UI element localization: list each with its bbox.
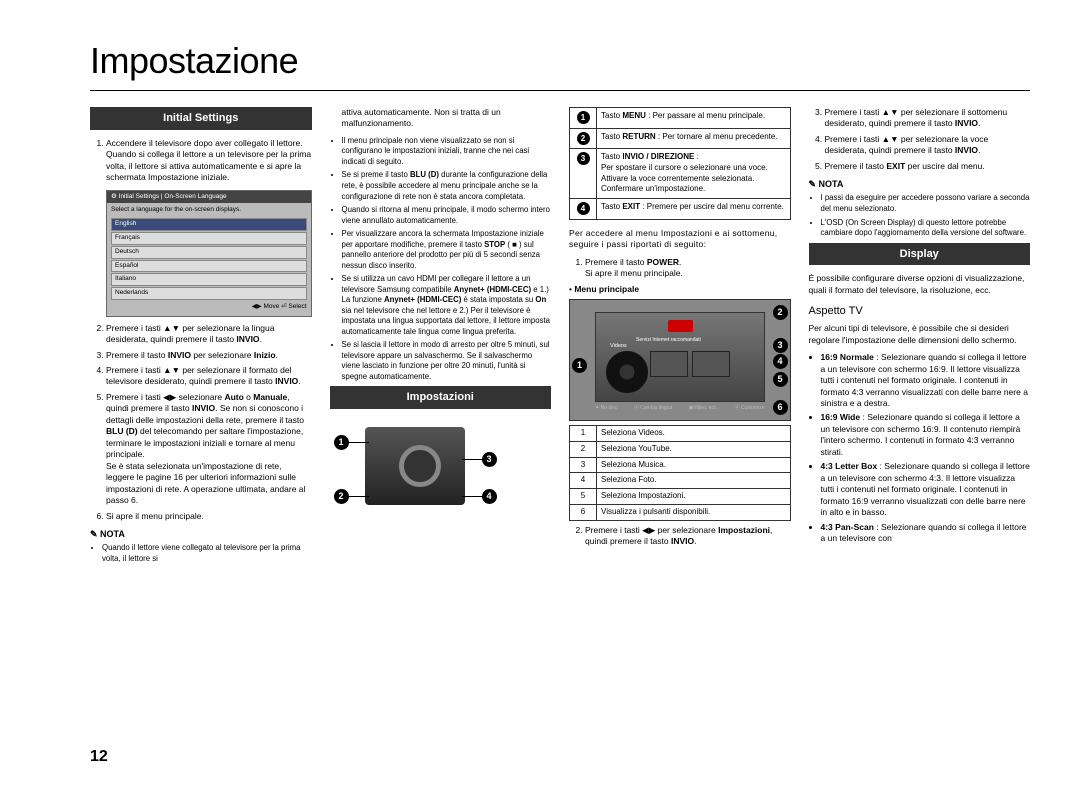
- page-title: Impostazione: [90, 40, 1030, 82]
- overflow-text: attiva automaticamente. Non si tratta di…: [342, 107, 552, 130]
- columns: Initial Settings Accendere il televisore…: [90, 103, 1030, 758]
- step-2: Premere i tasti ▲▼ per selezionare la li…: [106, 323, 312, 346]
- title-rule: [90, 90, 1030, 91]
- step-4: Premere i tasti ▲▼ per selezionare il fo…: [106, 365, 312, 388]
- section-impostazioni: Impostazioni: [330, 386, 552, 409]
- section-initial-settings: Initial Settings: [90, 107, 312, 130]
- remote-image: [365, 427, 465, 505]
- callout-1-icon: 1: [334, 435, 349, 450]
- section-display: Display: [809, 243, 1031, 266]
- access-steps: Premere il tasto POWER.Si apre il menu p…: [569, 257, 791, 280]
- callout-3-icon: 3: [482, 452, 497, 467]
- youtube-icon: [668, 320, 693, 332]
- aspetto-options: 16:9 Normale : Selezionare quando si col…: [809, 352, 1031, 545]
- aspetto-tv-heading: Aspetto TV: [809, 304, 1031, 319]
- page-number: 12: [90, 748, 108, 766]
- remote-diagram: 1 2 3 4: [330, 417, 552, 517]
- selection-table: 1Seleziona Videos. 2Seleziona YouTube. 3…: [569, 425, 791, 521]
- bullet-list: Il menu principale non viene visualizzat…: [330, 136, 552, 382]
- display-intro: È possibile configurare diverse opzioni …: [809, 273, 1031, 296]
- callout-2-icon: 2: [334, 489, 349, 504]
- step-3: Premere il tasto INVIO per selezionare I…: [106, 350, 312, 361]
- language-selection-screenshot: ⚙ Initial Settings | On-Screen Language …: [106, 190, 312, 317]
- nota-label-2: NOTA: [809, 178, 1031, 190]
- initial-steps: Accendere il televisore dopo aver colleg…: [90, 138, 312, 522]
- nota-list: Quando il lettore viene collegato al tel…: [90, 543, 312, 564]
- access-text: Per accedere al menu Impostazioni e ai s…: [569, 228, 791, 251]
- column-3: 1Tasto MENU : Per passare al menu princi…: [569, 103, 791, 758]
- main-menu-screenshot: Servizi Internet raccomandati Videos ✦ N…: [569, 299, 791, 421]
- step-5: Premere i tasti ◀▶ selezionare Auto o Ma…: [106, 392, 312, 507]
- column-4: Premere i tasti ▲▼ per selezionare il so…: [809, 103, 1031, 758]
- menu-principale-label: • Menu principale: [569, 284, 791, 295]
- button-table: 1Tasto MENU : Per passare al menu princi…: [569, 107, 791, 220]
- column-1: Initial Settings Accendere il televisore…: [90, 103, 312, 758]
- nota-label: NOTA: [90, 528, 312, 540]
- column-2: attiva automaticamente. Non si tratta di…: [330, 103, 552, 758]
- step-6: Si apre il menu principale.: [106, 511, 312, 522]
- step-1: Accendere il televisore dopo aver colleg…: [106, 138, 312, 317]
- video-reel-icon: [606, 351, 648, 393]
- aspetto-intro: Per alcuni tipi di televisore, è possibi…: [809, 323, 1031, 346]
- callout-4-icon: 4: [482, 489, 497, 504]
